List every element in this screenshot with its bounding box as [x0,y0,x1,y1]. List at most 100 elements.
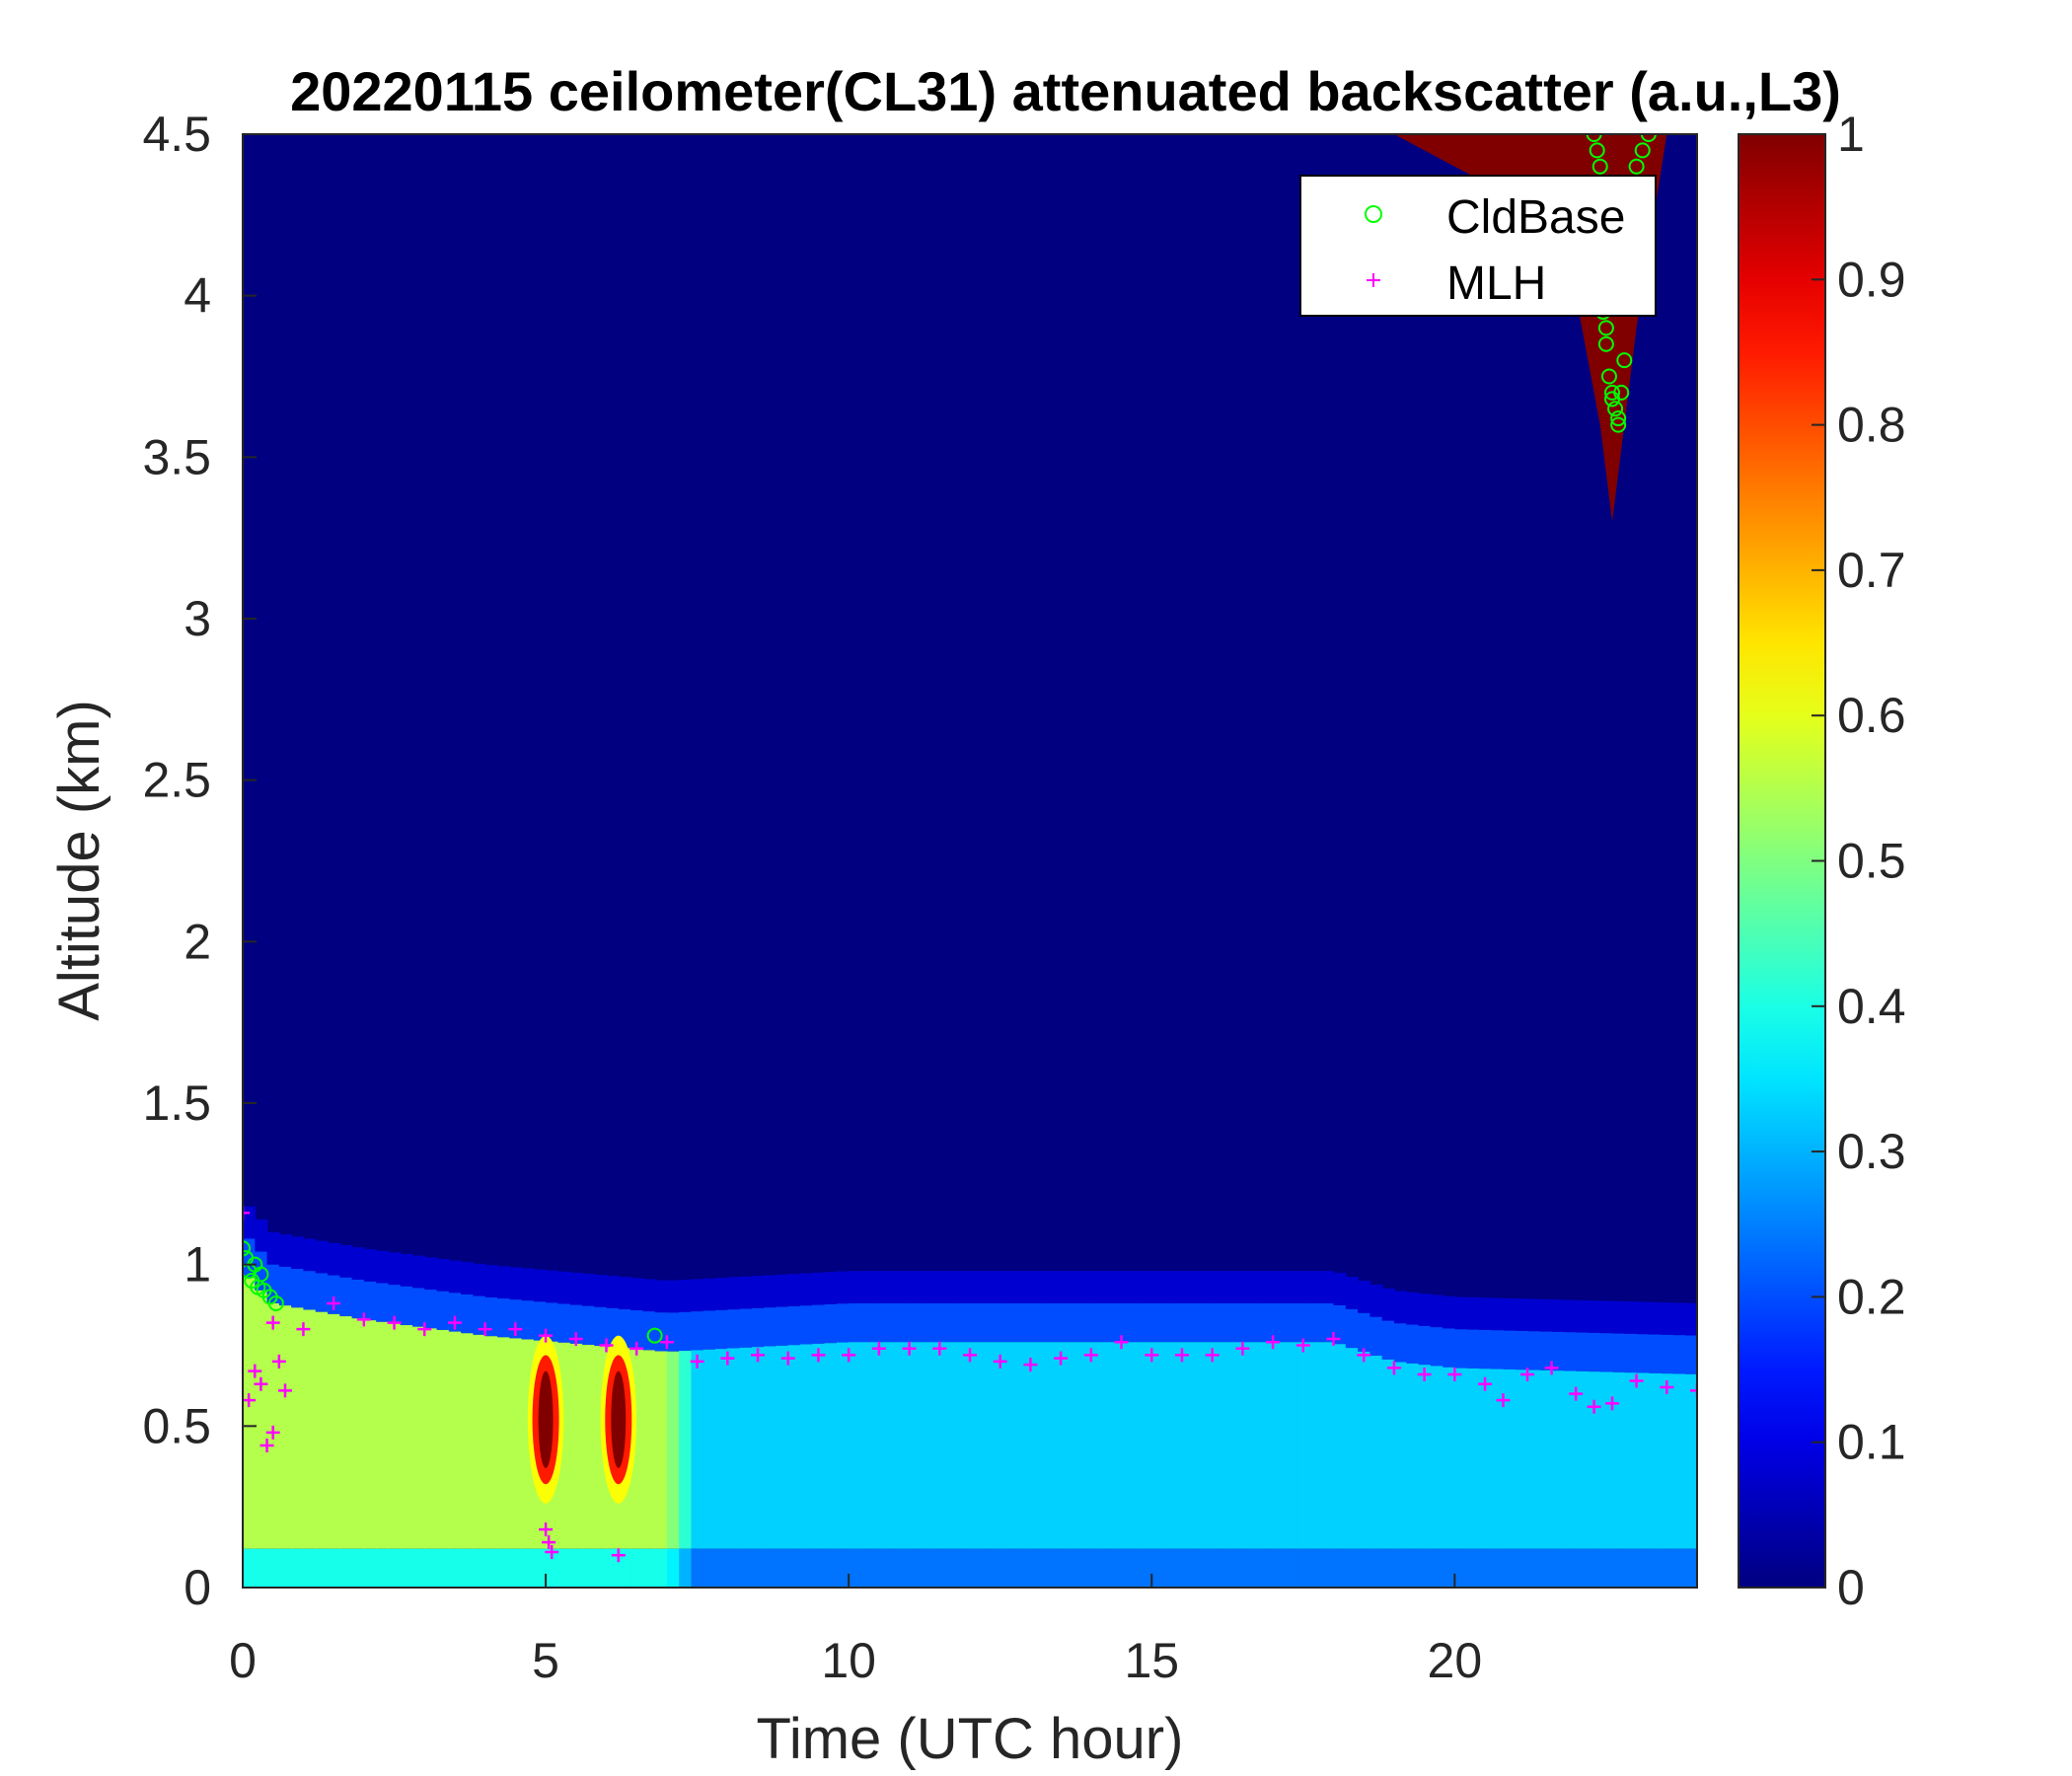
heatmap-cell-edge [727,1277,741,1310]
heatmap-cell-layer [751,1347,765,1549]
heatmap-cell-edge [800,1273,814,1306]
heatmap-cell-edge [376,1250,390,1284]
heatmap-cell-surface [1515,1548,1528,1588]
heatmap-cell-transition [1539,1331,1553,1370]
heatmap-cell-surface [666,1548,680,1588]
heatmap-cell-layer [1308,1342,1323,1549]
heatmap-cell-transition [1139,1302,1153,1343]
heatmap-cell-surface [1042,1548,1056,1588]
heatmap-cell-layer [1588,1371,1601,1549]
heatmap-cell-transition [872,1302,886,1343]
heatmap-cell-transition [1491,1330,1505,1369]
heatmap-cell-transition [970,1302,984,1343]
heatmap-cell-transition [1321,1302,1335,1343]
heatmap-cell-transition [836,1303,850,1343]
heatmap-cell-surface [266,1548,280,1588]
colorbar-tick-label: 0 [1837,1560,1865,1615]
heatmap-cell-edge [1151,1271,1165,1303]
heatmap-cell-surface [1503,1548,1517,1588]
heatmap-cell-surface [800,1548,814,1588]
mlh-point [1496,1393,1511,1408]
heatmap-cell-transition [921,1302,934,1343]
heatmap-cell-transition [1624,1333,1638,1373]
heatmap-cell-surface [411,1548,426,1588]
heatmap-cell-transition [703,1310,716,1350]
mlh-point [599,1338,614,1353]
heatmap-cell-layer [1090,1342,1104,1549]
heatmap-cell-transition [533,1301,547,1341]
heatmap-cell-edge [776,1274,789,1307]
heatmap-cell-surface [1539,1548,1553,1588]
heatmap-cell-edge [243,1206,257,1239]
mlh-point [265,1315,280,1330]
heatmap-cell-surface [1018,1548,1032,1588]
heatmap-cell-transition [411,1288,426,1327]
heatmap-cell-edge [557,1271,571,1304]
heatmap-cell-transition [400,1286,413,1326]
heatmap-cell-surface [860,1548,874,1588]
heatmap-cell-layer [1478,1369,1492,1549]
axes: 0 5 10 15 20 0 0.5 1 1.5 2 2.5 3 3.5 4 4.5 [142,107,1482,1688]
heatmap-cell-transition [243,1238,257,1278]
heatmap-cell-layer [1406,1363,1420,1549]
heatmap-cell-edge [1636,1301,1650,1335]
heatmap-cell-surface [1661,1548,1674,1588]
heatmap-cell-transition [1430,1327,1443,1367]
heatmap-cell-layer [496,1337,511,1549]
mlh-point [1544,1361,1559,1375]
heatmap-cell-surface [654,1548,668,1588]
heatmap-cell-layer [278,1305,292,1549]
cldbase-point [1597,320,1614,336]
mlh-point [963,1348,977,1363]
mlh-point [265,1425,280,1440]
heatmap-cell-layer [787,1345,801,1549]
heatmap-cell-layer [411,1326,426,1549]
cldbase-point [1610,416,1627,433]
heatmap-cell-transition [1163,1302,1177,1343]
heatmap-cell-surface [1345,1548,1359,1588]
heatmap-cell-edge [1078,1271,1092,1303]
heatmap-cell-transition [957,1302,971,1343]
heatmap-cell-transition [1418,1325,1432,1366]
heatmap-cell-edge [1491,1297,1505,1331]
heatmap-cell-edge [1503,1297,1517,1331]
heatmap-cell-transition [1648,1334,1662,1373]
heatmap-cell-layer [1381,1359,1395,1549]
heatmap-cell-layer [982,1342,996,1549]
heatmap-cell-surface [1285,1548,1298,1588]
heatmap-cell-transition [1151,1302,1165,1343]
heatmap-cell-transition [1551,1331,1565,1371]
heatmap-cell-edge [897,1271,911,1303]
heatmap-cell-edge [496,1266,511,1299]
heatmap-cell-surface [546,1548,559,1588]
mlh-point [1417,1367,1432,1381]
heatmap-cell-surface [1127,1548,1141,1588]
heatmap-cell-edge [509,1267,523,1300]
heatmap-cell-edge [1648,1301,1662,1335]
heatmap-cell-surface [1478,1548,1492,1588]
mlh-point [1266,1335,1281,1350]
heatmap-cell-layer [654,1351,668,1549]
heatmap-cell-transition [484,1296,498,1337]
mlh-point [1235,1341,1250,1356]
heatmap-cell-transition [715,1309,729,1350]
heatmap-cell-surface [303,1548,317,1588]
heatmap-cell-edge [1345,1277,1359,1309]
heatmap-cell-layer [1624,1372,1638,1549]
heatmap-cell-layer [1127,1342,1141,1549]
heatmap-cell-surface [1175,1548,1189,1588]
mlh-point [659,1335,674,1350]
heatmap-cell-surface [351,1548,365,1588]
heatmap-cell-layer [824,1343,838,1549]
heatmap-cell-edge [363,1249,377,1282]
heatmap-cell-edge [303,1238,317,1272]
heatmap-cell-surface [933,1548,947,1588]
heatmap-cell-layer [1200,1342,1214,1549]
heatmap-cell-transition [727,1309,741,1349]
colorbar-tick-label: 0.3 [1837,1124,1906,1179]
mlh-point [1520,1367,1535,1381]
heatmap-cell-surface [1067,1548,1080,1588]
cldbase-point [1607,401,1624,417]
heatmap-cell-layer [715,1349,729,1549]
heatmap-cell-layer [1321,1342,1335,1549]
